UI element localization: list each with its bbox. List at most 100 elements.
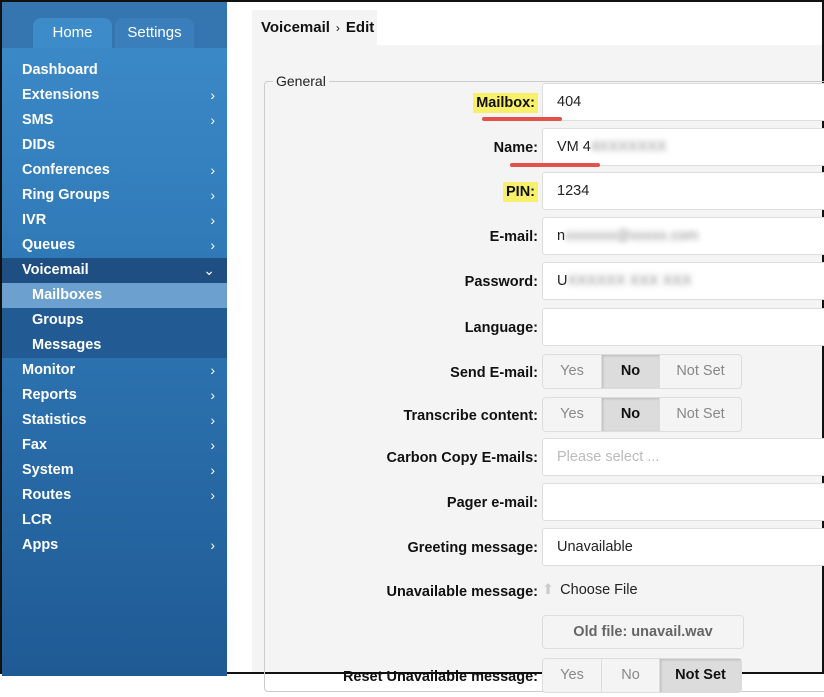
pin-label: PIN:	[503, 182, 538, 202]
send_email-option-yes[interactable]: Yes	[560, 363, 584, 379]
sidebar-item-apps[interactable]: Apps ›	[2, 533, 227, 558]
sidebar-item-label: Groups	[32, 312, 84, 328]
pager-label: Pager e-mail:	[446, 495, 538, 511]
sidebar-item-dids[interactable]: DIDs	[2, 133, 227, 158]
sidebar-item-lcr[interactable]: LCR	[2, 508, 227, 533]
breadcrumb-edit: Edit	[345, 19, 375, 36]
mailbox-input[interactable]: 404	[542, 83, 824, 121]
sidebar-item-label: IVR	[22, 212, 47, 228]
cc-row: Carbon Copy E-mails: Please select ...	[252, 438, 824, 478]
sidebar: Home Settings Dashboard Extensions › SMS › DI…	[2, 2, 227, 676]
sidebar-item-label: Monitor	[22, 362, 76, 378]
reset-toggle: Yes No Not Set	[542, 658, 742, 693]
language-input[interactable]	[542, 308, 824, 346]
password-row: Password: UXXXXXX XXX XXX	[252, 262, 824, 302]
sidebar-item-label: Ring Groups	[22, 187, 110, 203]
mailbox-value: 404	[557, 94, 582, 110]
sidebar-item-label: LCR	[22, 512, 52, 528]
reset-option-not-set[interactable]: Not Set	[659, 659, 741, 692]
greeting-input[interactable]: Unavailable	[542, 528, 824, 566]
sidebar-item-reports[interactable]: Reports ›	[2, 383, 227, 408]
name-input[interactable]: VM 44XXXXXXX	[542, 128, 824, 166]
email-input[interactable]: nxxxxxxx@xxxxx.com	[542, 217, 824, 255]
pager-input[interactable]	[542, 483, 824, 521]
sidebar-item-system[interactable]: System ›	[2, 458, 227, 483]
greeting-label: Greeting message:	[407, 540, 538, 556]
upload-icon: ⬆	[542, 582, 555, 598]
sidebar-item-label: Conferences	[22, 162, 110, 178]
sidebar-item-conferences[interactable]: Conferences ›	[2, 158, 227, 183]
main-area: Voicemail › Edit General Mailbox: 404 Name: V…	[227, 2, 824, 693]
sidebar-item-queues[interactable]: Queues ›	[2, 233, 227, 258]
email-value: n	[557, 228, 566, 244]
sidebar-item-monitor[interactable]: Monitor ›	[2, 358, 227, 383]
chevron-right-icon: ›	[210, 237, 215, 253]
password-redacted: XXXXXX XXX XXX	[567, 273, 692, 289]
reset-option-yes[interactable]: Yes	[560, 667, 584, 683]
breadcrumb: Voicemail › Edit	[252, 10, 377, 46]
sidebar-item-dashboard[interactable]: Dashboard	[2, 58, 227, 83]
chevron-right-icon: ›	[210, 187, 215, 203]
choose-file-button[interactable]: ⬆ Choose File	[542, 582, 638, 598]
sidebar-item-ring-groups[interactable]: Ring Groups ›	[2, 183, 227, 208]
email-row: E-mail: nxxxxxxx@xxxxx.com	[252, 217, 824, 257]
pin-row: PIN: 1234	[252, 172, 824, 212]
email-label: E-mail:	[489, 229, 538, 245]
pin-value: 1234	[557, 183, 590, 199]
password-input[interactable]: UXXXXXX XXX XXX	[542, 262, 824, 300]
email-redacted: xxxxxxx@xxxxx.com	[565, 228, 699, 244]
sidebar-item-label: DIDs	[22, 137, 56, 153]
breadcrumb-voicemail[interactable]: Voicemail	[261, 19, 330, 36]
sidebar-item-label: Queues	[22, 237, 76, 253]
transcribe-toggle: Yes No Not Set	[542, 397, 742, 432]
sidebar-item-groups[interactable]: Groups	[2, 308, 227, 333]
sidebar-item-label: Apps	[22, 537, 59, 553]
sidebar-item-voicemail[interactable]: Voicemail ⌄	[2, 258, 227, 283]
tab-home[interactable]: Home	[33, 18, 112, 48]
red-underline-annotation	[510, 163, 600, 167]
sidebar-item-label: Statistics	[22, 412, 87, 428]
pager-row: Pager e-mail:	[252, 483, 824, 523]
chevron-right-icon: ›	[210, 387, 215, 403]
name-value: VM 4	[557, 139, 591, 155]
pin-input[interactable]: 1234	[542, 172, 824, 210]
send_email-option-not-set[interactable]: Not Set	[659, 355, 741, 388]
old-file-button[interactable]: Old file: unavail.wav	[542, 615, 744, 649]
send_email-label: Send E-mail:	[450, 365, 538, 381]
reset-label: Reset Unavailable message:	[342, 669, 538, 685]
chevron-right-icon: ›	[210, 437, 215, 453]
red-underline-annotation	[482, 117, 562, 121]
name-row: Name: VM 44XXXXXXX	[252, 128, 824, 168]
sidebar-item-routes[interactable]: Routes ›	[2, 483, 227, 508]
tab-settings[interactable]: Settings	[115, 18, 194, 48]
transcribe-option-yes[interactable]: Yes	[560, 406, 584, 422]
content-panel: General Mailbox: 404 Name: VM 44XXXXXXX PIN:…	[252, 45, 824, 693]
chevron-right-icon: ›	[210, 362, 215, 378]
general-legend: General	[276, 73, 326, 89]
sidebar-item-label: Mailboxes	[32, 287, 103, 303]
sidebar-item-ivr[interactable]: IVR ›	[2, 208, 227, 233]
mailbox-row: Mailbox: 404	[252, 83, 824, 123]
transcribe-option-not-set[interactable]: Not Set	[659, 398, 741, 431]
sidebar-item-fax[interactable]: Fax ›	[2, 433, 227, 458]
transcribe-row: Transcribe content: Yes No Not Set	[252, 396, 824, 436]
chevron-right-icon: ›	[210, 162, 215, 178]
send_email-option-no[interactable]: No	[601, 355, 659, 388]
sidebar-item-sms[interactable]: SMS ›	[2, 108, 227, 133]
name-label: Name:	[493, 140, 538, 156]
greeting-row: Greeting message: Unavailable	[252, 528, 824, 568]
sidebar-menu: Dashboard Extensions › SMS › DIDs Conferences ›…	[2, 58, 227, 558]
sidebar-item-extensions[interactable]: Extensions ›	[2, 83, 227, 108]
chevron-right-icon: ›	[210, 212, 215, 228]
sidebar-item-messages[interactable]: Messages	[2, 333, 227, 358]
send_email-row: Send E-mail: Yes No Not Set	[252, 353, 824, 393]
cc-input[interactable]: Please select ...	[542, 438, 824, 476]
chevron-down-icon: ⌄	[203, 262, 215, 278]
chevron-right-icon: ›	[210, 487, 215, 503]
unavail-row: Unavailable message: ⬆ Choose File	[252, 572, 824, 612]
reset-option-no[interactable]: No	[601, 659, 659, 692]
transcribe-option-no[interactable]: No	[601, 398, 659, 431]
mailbox-label: Mailbox:	[473, 93, 538, 113]
sidebar-item-mailboxes[interactable]: Mailboxes	[2, 283, 227, 308]
sidebar-item-statistics[interactable]: Statistics ›	[2, 408, 227, 433]
